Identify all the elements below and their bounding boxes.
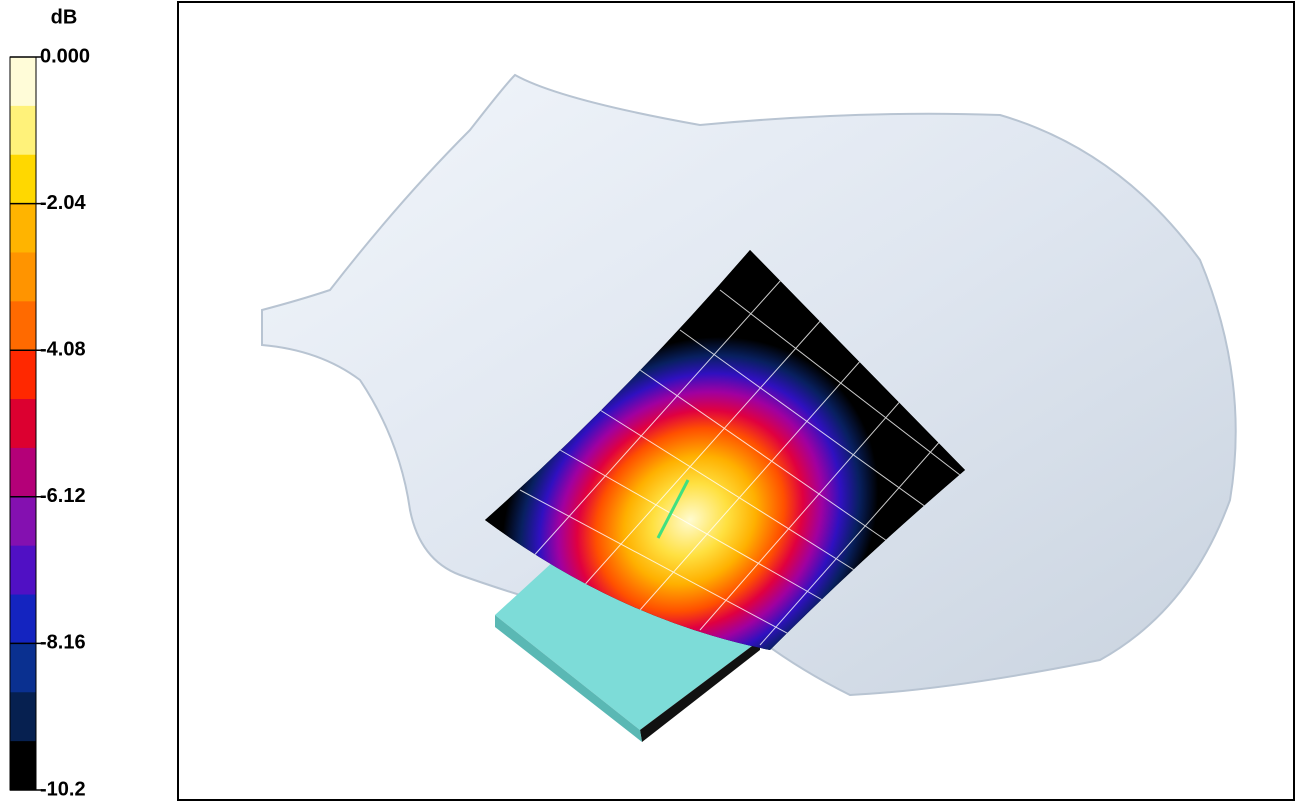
colorbar-band <box>10 301 36 351</box>
colorbar-band <box>10 154 36 205</box>
colorbar-band <box>10 203 36 253</box>
colorbar-band <box>10 105 36 156</box>
colorbar-tick-label: -8.16 <box>40 632 86 654</box>
colorbar-tick-label: -6.12 <box>40 485 86 507</box>
colorbar-band <box>10 545 36 596</box>
phone-block <box>495 560 760 730</box>
colorbar-tick-label: -2.04 <box>40 192 86 214</box>
colorbar-band <box>10 399 36 449</box>
phone-side <box>640 640 760 742</box>
colorbar-band <box>10 252 36 302</box>
phone-edge <box>495 615 642 742</box>
colorbar-band <box>10 643 36 693</box>
colorbar-band <box>10 350 36 400</box>
colorbar-band <box>10 496 36 547</box>
colorbar-band <box>10 447 36 498</box>
colorbar-band <box>10 57 36 107</box>
colorbar-tick-label: -10.2 <box>40 778 86 800</box>
colorbar-tick-label: -4.08 <box>40 338 86 360</box>
colorbar-title: dB <box>51 6 78 28</box>
colorbar-band <box>10 692 36 742</box>
feed-line <box>656 479 690 539</box>
colorbar-tick-label: 0.000 <box>40 45 90 67</box>
patch-grid <box>519 269 961 646</box>
colorbar-band <box>10 594 36 644</box>
colorbar-band <box>10 741 36 791</box>
